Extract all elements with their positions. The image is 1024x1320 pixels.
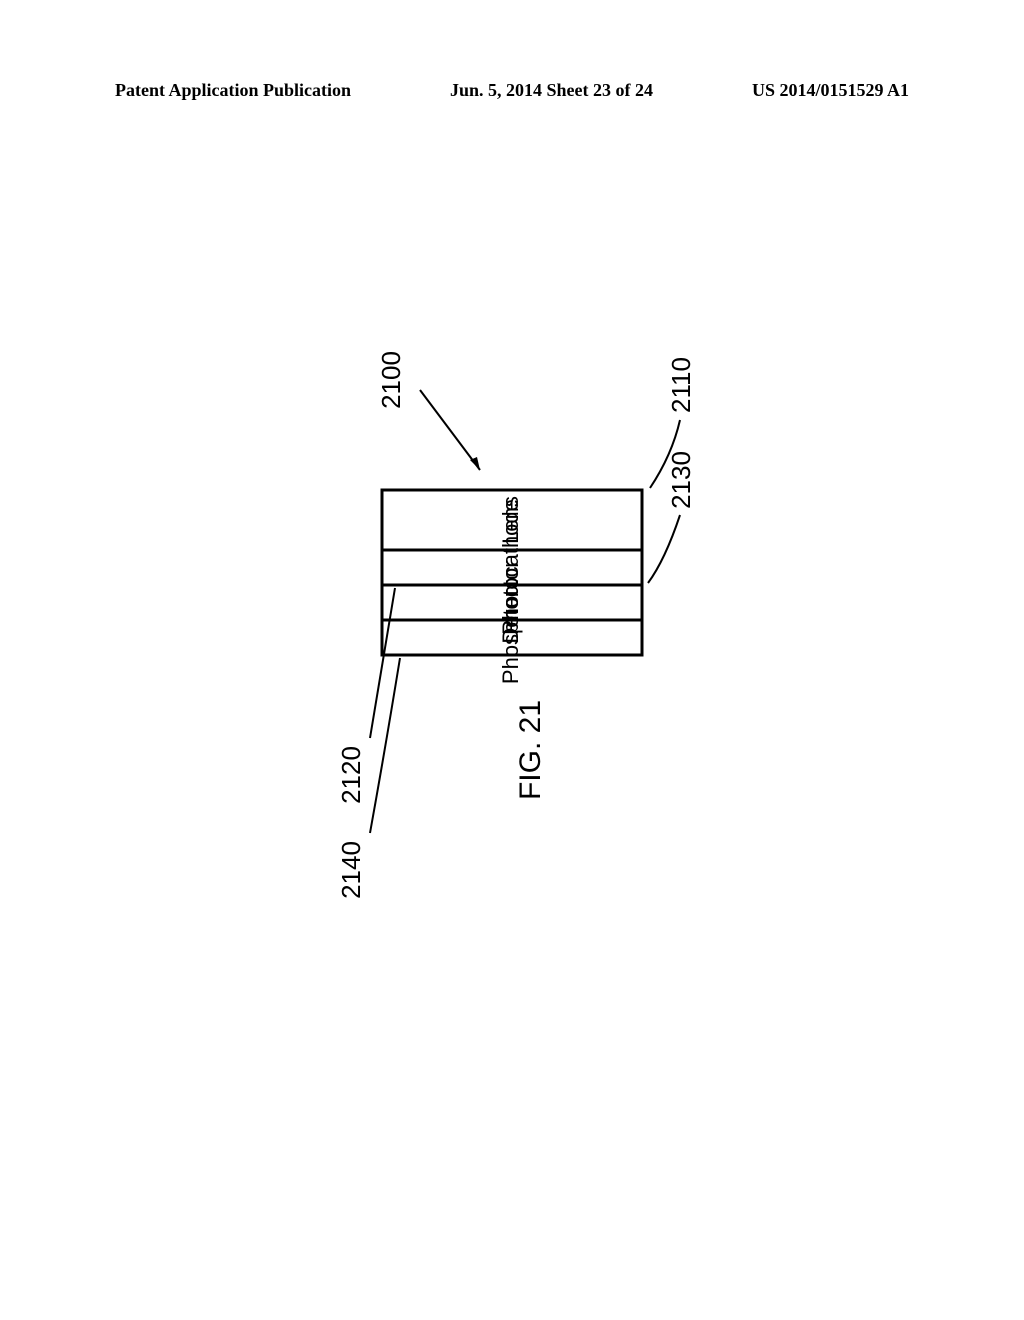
diagram-svg: Lens Photocathode Detector Phosphor 2100… <box>0 300 1024 1100</box>
figure-container: Lens Photocathode Detector Phosphor 2100… <box>0 300 1024 1100</box>
arrow-line-assembly <box>420 390 480 470</box>
lead-line-2130 <box>648 515 680 583</box>
lead-line-2140 <box>370 658 400 833</box>
ref-2140: 2140 <box>336 841 366 899</box>
header-right: US 2014/0151529 A1 <box>752 80 909 101</box>
figure-caption: FIG. 21 <box>514 700 547 800</box>
ref-assembly: 2100 <box>376 351 406 409</box>
ref-2110: 2110 <box>666 357 696 413</box>
ref-2130: 2130 <box>666 451 696 509</box>
header-center: Jun. 5, 2014 Sheet 23 of 24 <box>450 80 653 101</box>
header-left: Patent Application Publication <box>115 80 351 101</box>
layer-label-phosphor: Phosphor <box>498 590 523 684</box>
ref-2120: 2120 <box>336 746 366 804</box>
page-header: Patent Application Publication Jun. 5, 2… <box>0 80 1024 101</box>
